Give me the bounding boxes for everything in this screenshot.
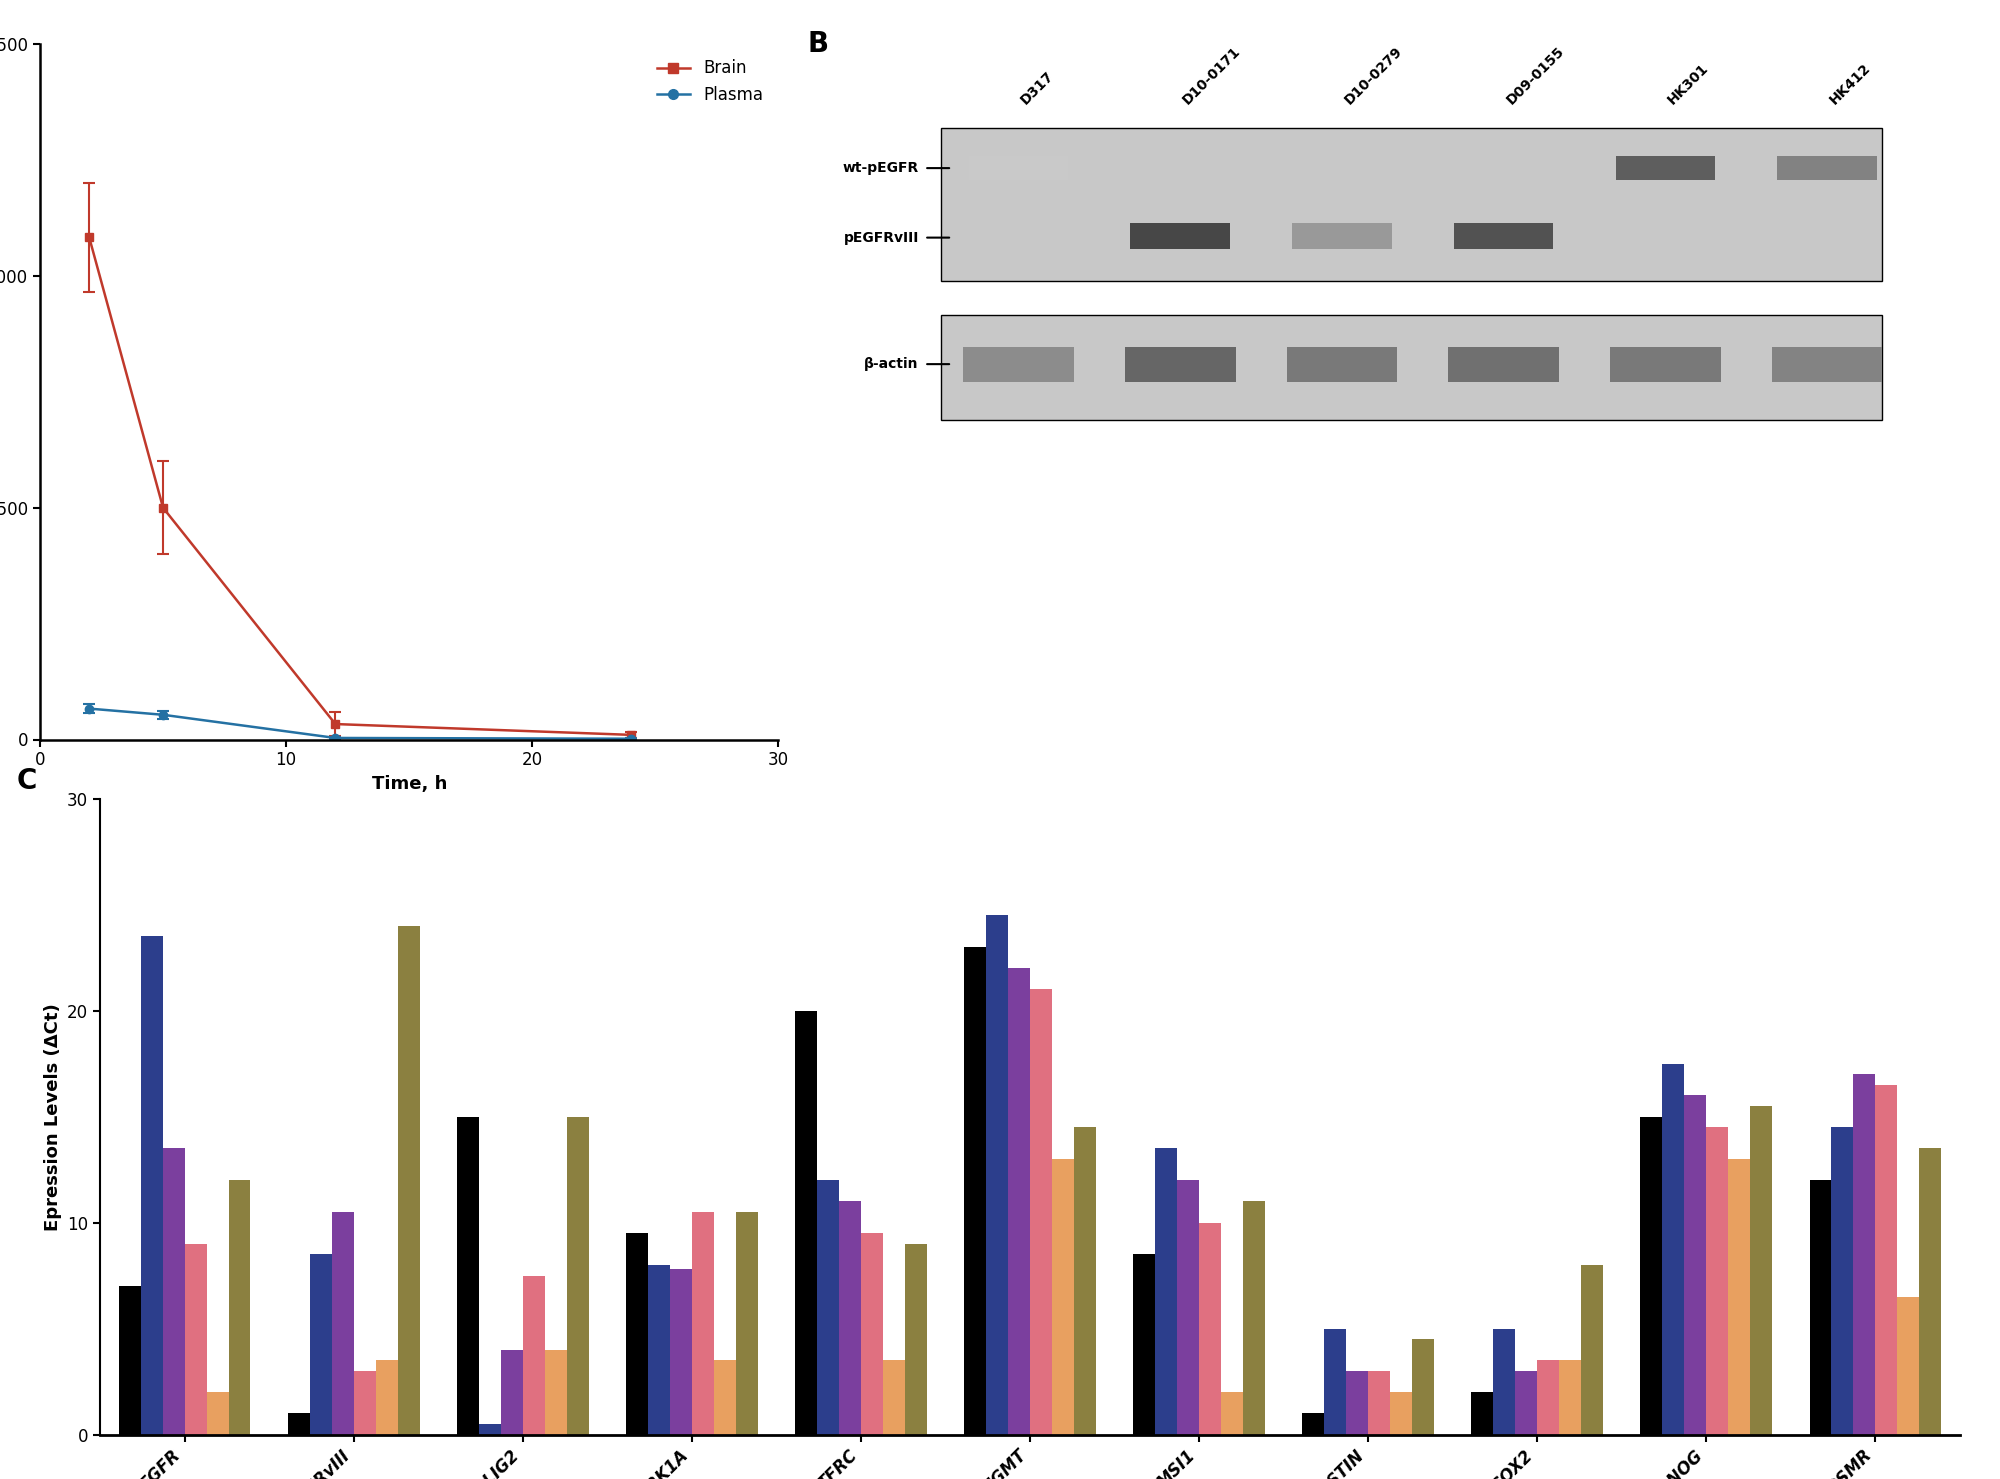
Bar <box>794 1010 816 1435</box>
Text: HK412: HK412 <box>1828 61 1874 106</box>
Bar <box>162 1148 184 1435</box>
Text: D10-0171: D10-0171 <box>1180 44 1244 106</box>
Bar <box>1728 1160 1750 1435</box>
Bar <box>882 1361 904 1435</box>
Text: D317: D317 <box>1018 68 1056 106</box>
Bar <box>1662 1063 1684 1435</box>
Bar <box>986 916 1008 1435</box>
Text: B: B <box>808 31 830 59</box>
Bar <box>904 1244 926 1435</box>
FancyBboxPatch shape <box>1448 346 1560 382</box>
FancyBboxPatch shape <box>940 315 1882 420</box>
Text: HK301: HK301 <box>1666 61 1712 106</box>
Bar <box>1472 1392 1494 1435</box>
Bar <box>1074 1127 1096 1435</box>
Bar <box>1538 1361 1560 1435</box>
Bar <box>1412 1340 1434 1435</box>
Bar <box>1560 1361 1582 1435</box>
Bar <box>1582 1265 1604 1435</box>
Bar <box>626 1233 648 1435</box>
Bar <box>964 947 986 1435</box>
Bar <box>1516 1371 1538 1435</box>
Bar <box>860 1233 882 1435</box>
Bar <box>478 1424 500 1435</box>
Bar <box>1244 1201 1266 1435</box>
Bar <box>816 1180 838 1435</box>
FancyBboxPatch shape <box>964 346 1074 382</box>
Bar <box>838 1201 860 1435</box>
Bar <box>1178 1180 1200 1435</box>
Bar <box>648 1265 670 1435</box>
Bar <box>1640 1117 1662 1435</box>
Bar <box>1368 1371 1390 1435</box>
Text: C: C <box>16 766 36 794</box>
Bar <box>118 1287 140 1435</box>
FancyBboxPatch shape <box>968 155 1068 180</box>
Bar <box>692 1213 714 1435</box>
Bar <box>228 1180 250 1435</box>
Bar <box>1156 1148 1178 1435</box>
Bar <box>522 1275 544 1435</box>
Bar <box>1876 1086 1898 1435</box>
Bar <box>714 1361 736 1435</box>
Bar <box>1706 1127 1728 1435</box>
Text: D10-0279: D10-0279 <box>1342 44 1406 106</box>
Text: wt-pEGFR: wt-pEGFR <box>842 161 918 175</box>
Bar <box>544 1350 566 1435</box>
Text: β-actin: β-actin <box>864 356 918 371</box>
Bar <box>1324 1328 1346 1435</box>
FancyBboxPatch shape <box>940 127 1882 281</box>
Bar <box>1008 969 1030 1435</box>
FancyBboxPatch shape <box>1130 223 1230 250</box>
Bar <box>1684 1096 1706 1435</box>
Bar <box>1200 1223 1222 1435</box>
Bar <box>1134 1254 1156 1435</box>
Bar <box>332 1213 354 1435</box>
Y-axis label: Epression Levels (ΔCt): Epression Levels (ΔCt) <box>44 1003 62 1231</box>
FancyBboxPatch shape <box>1292 223 1392 250</box>
Bar <box>140 936 162 1435</box>
Bar <box>1854 1074 1876 1435</box>
Bar <box>456 1117 478 1435</box>
FancyBboxPatch shape <box>1286 346 1398 382</box>
Bar <box>1898 1297 1920 1435</box>
Bar <box>670 1269 692 1435</box>
Bar <box>1222 1392 1244 1435</box>
FancyBboxPatch shape <box>1124 346 1236 382</box>
Bar <box>1832 1127 1854 1435</box>
Bar <box>288 1414 310 1435</box>
Bar <box>354 1371 376 1435</box>
Bar <box>1494 1328 1516 1435</box>
Bar <box>310 1254 332 1435</box>
Bar <box>1030 989 1052 1435</box>
Bar <box>566 1117 588 1435</box>
Text: pEGFRvIII: pEGFRvIII <box>844 231 918 244</box>
Bar <box>1810 1180 1832 1435</box>
FancyBboxPatch shape <box>1778 155 1876 180</box>
Bar <box>1750 1106 1772 1435</box>
Text: D09-0155: D09-0155 <box>1504 44 1566 106</box>
Bar <box>1920 1148 1942 1435</box>
Bar <box>206 1392 228 1435</box>
Bar <box>184 1244 206 1435</box>
Bar <box>736 1213 758 1435</box>
FancyBboxPatch shape <box>1610 346 1720 382</box>
Bar <box>1390 1392 1412 1435</box>
FancyBboxPatch shape <box>1772 346 1882 382</box>
Bar <box>500 1350 522 1435</box>
Legend: Brain, Plasma: Brain, Plasma <box>650 53 770 111</box>
Bar <box>398 926 420 1435</box>
FancyBboxPatch shape <box>1616 155 1716 180</box>
FancyBboxPatch shape <box>1454 223 1554 250</box>
Bar <box>376 1361 398 1435</box>
Bar <box>1052 1160 1074 1435</box>
Bar <box>1302 1414 1324 1435</box>
X-axis label: Time, h: Time, h <box>372 775 446 793</box>
Bar <box>1346 1371 1368 1435</box>
